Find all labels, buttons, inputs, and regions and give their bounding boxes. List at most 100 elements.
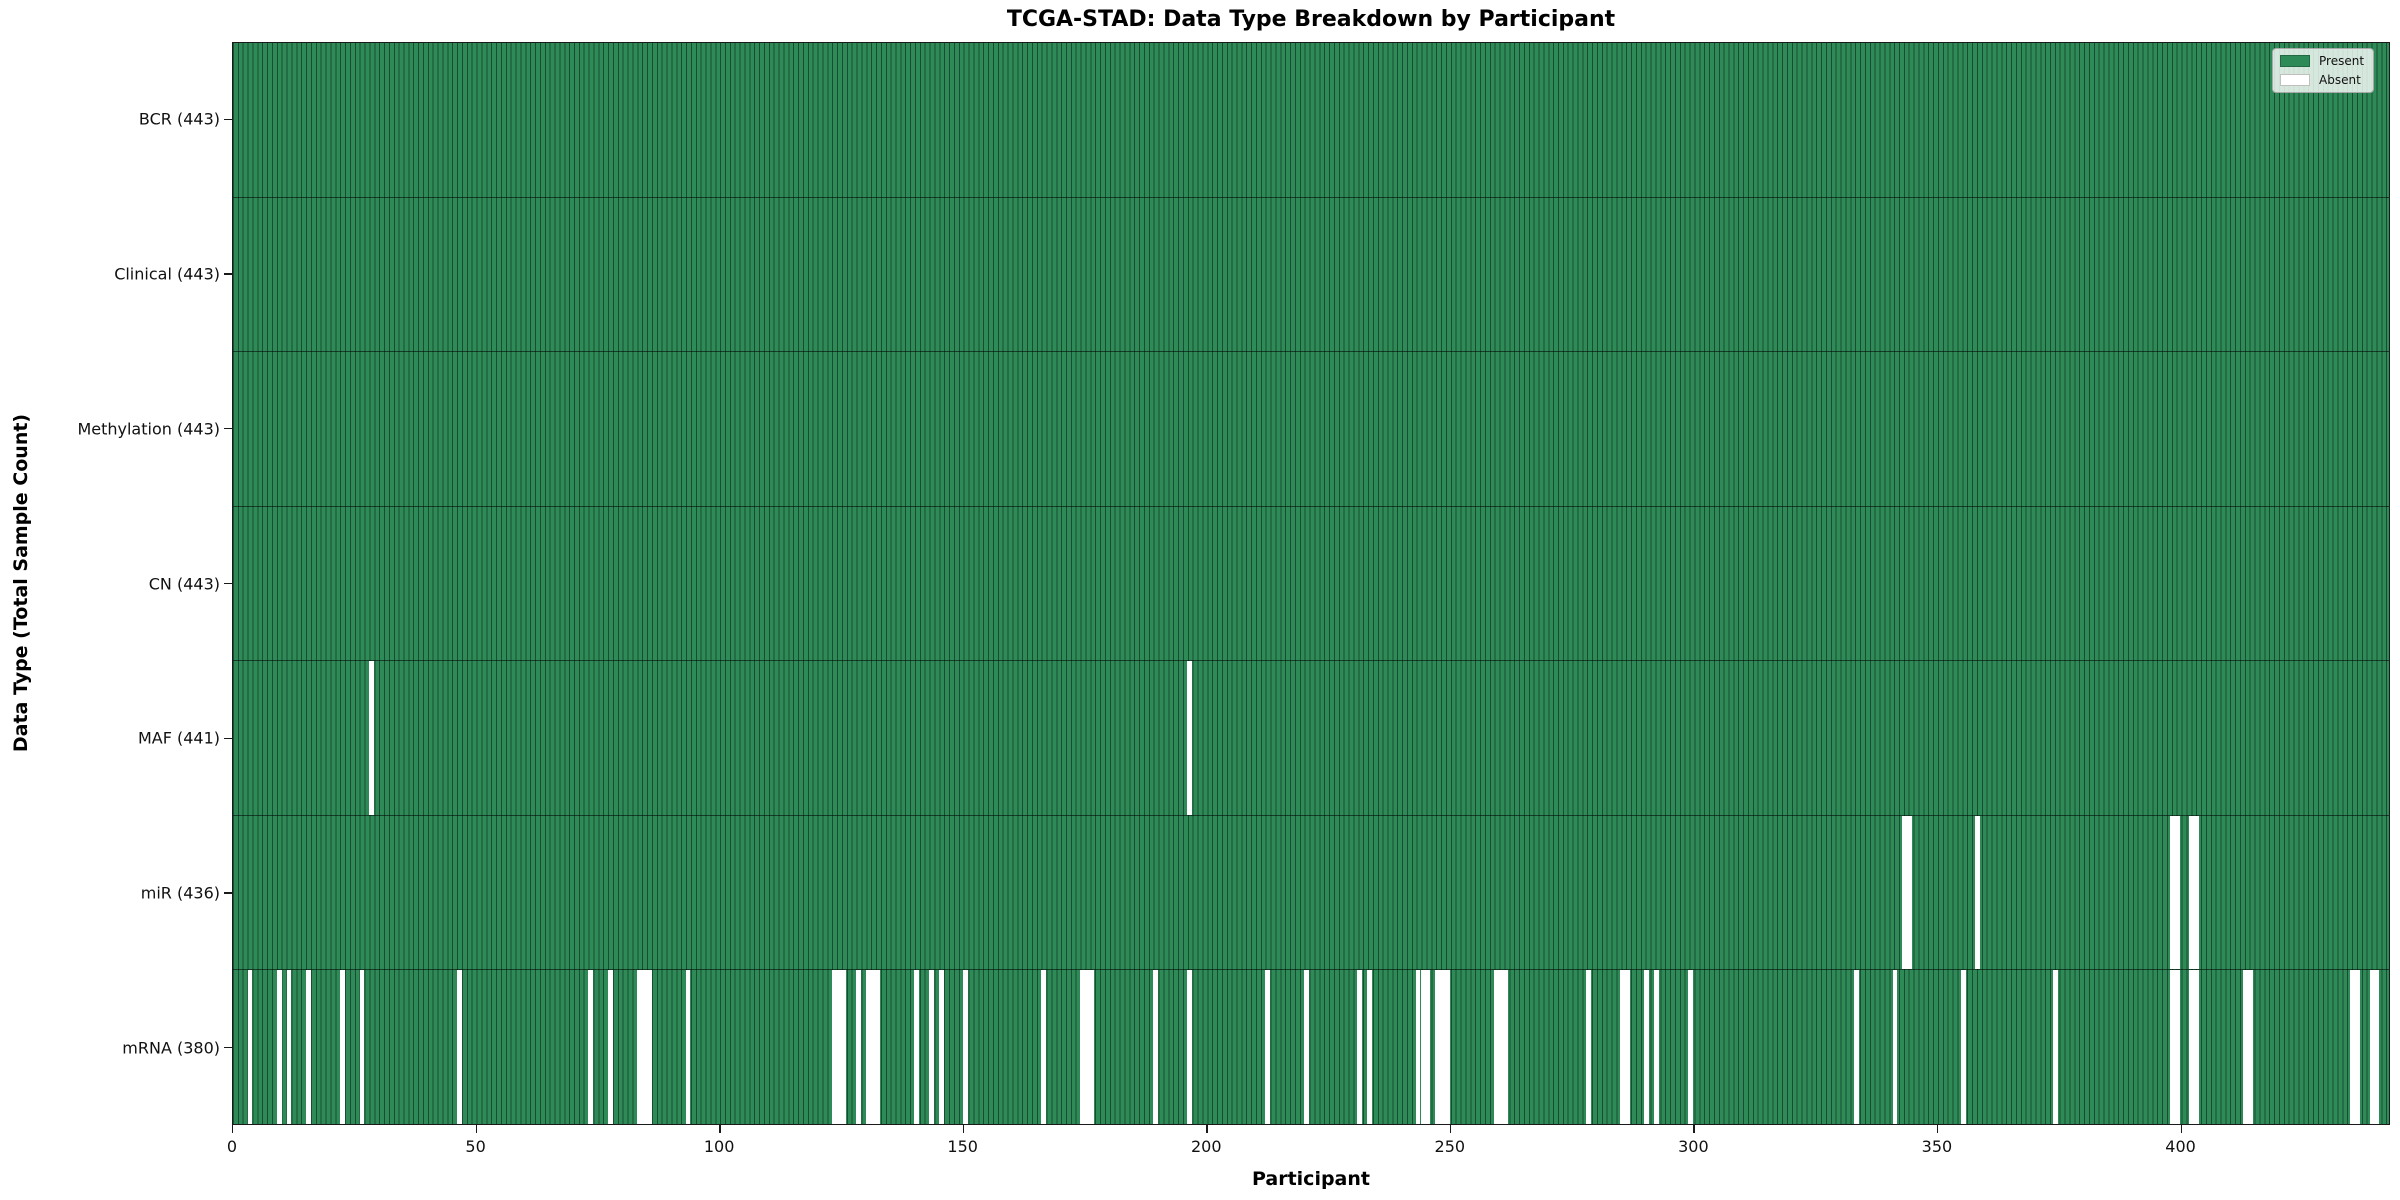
absent-bar — [2354, 970, 2360, 1125]
absent-bar — [1040, 970, 1046, 1125]
absent-bar — [1425, 970, 1431, 1125]
absent-bar — [2174, 970, 2180, 1125]
absent-bar — [2247, 970, 2253, 1125]
absent-bar — [836, 970, 842, 1125]
legend-absent-swatch — [2280, 74, 2310, 86]
absent-bar — [1186, 970, 1192, 1125]
absent-bar — [1079, 970, 1085, 1125]
row-Methylation — [233, 351, 2389, 506]
absent-bar — [456, 970, 462, 1125]
row-CN — [233, 505, 2389, 661]
absent-bar — [306, 970, 311, 1125]
absent-bar — [1186, 661, 1192, 815]
absent-bar — [1089, 970, 1095, 1125]
absent-bar — [938, 970, 944, 1125]
y-tick-mark — [224, 428, 232, 430]
y-tick-mark — [224, 118, 232, 121]
absent-bar — [1644, 970, 1650, 1125]
y-tick-mark — [224, 737, 232, 739]
absent-bar — [286, 970, 292, 1125]
absent-bar — [2194, 970, 2200, 1125]
xtick-label-0: 0 — [226, 1137, 238, 1156]
ytick-label-mRNA: mRNA (380) — [122, 1038, 220, 1058]
chart-title: TCGA-STAD: Data Type Breakdown by Partic… — [1006, 7, 1616, 32]
absent-bar — [1624, 970, 1630, 1125]
y-tick-mark — [224, 273, 232, 275]
xtick-label-250: 250 — [1434, 1137, 1466, 1156]
y-tick-mark — [224, 892, 232, 894]
absent-bar — [1415, 970, 1421, 1125]
absent-bar — [831, 970, 837, 1125]
absent-bar — [1357, 970, 1363, 1125]
absent-bar — [928, 970, 934, 1125]
absent-bar — [2174, 815, 2180, 970]
xtick-label-100: 100 — [703, 1137, 735, 1156]
row-mRNA — [233, 969, 2389, 1125]
absent-bar — [340, 970, 345, 1125]
absent-bar — [870, 970, 876, 1125]
absent-bar — [1084, 970, 1090, 1125]
x-tick-mark — [1206, 1125, 1208, 1133]
absent-bar — [1303, 970, 1309, 1125]
absent-bar — [2350, 970, 2355, 1125]
absent-bar — [2053, 970, 2059, 1125]
absent-bar — [1907, 815, 1913, 970]
absent-bar — [1152, 970, 1158, 1125]
absent-bar — [359, 970, 365, 1125]
absent-bar — [2374, 970, 2380, 1125]
absent-bar — [1503, 970, 1509, 1125]
absent-bar — [685, 970, 691, 1125]
absent-bar — [2242, 970, 2248, 1125]
absent-bar — [2169, 815, 2175, 970]
x-tick-mark — [962, 1125, 965, 1133]
absent-bar — [1366, 970, 1372, 1125]
xtick-label-200: 200 — [1190, 1137, 1222, 1156]
absent-bar — [1853, 970, 1859, 1125]
row-MAF — [233, 660, 2389, 815]
absent-bar — [1902, 815, 1908, 970]
legend-present-swatch — [2280, 55, 2310, 67]
ytick-label-miR: miR (436) — [140, 883, 220, 903]
absent-bar — [588, 970, 594, 1125]
absent-bar — [1420, 970, 1426, 1125]
legend-absent-label: Absent — [2319, 73, 2361, 87]
x-tick-mark — [475, 1125, 477, 1133]
absent-bar — [276, 970, 282, 1125]
xtick-label-50: 50 — [465, 1137, 486, 1156]
absent-bar — [2189, 970, 2195, 1125]
ytick-label-Clinical: Clinical (443) — [114, 264, 220, 284]
absent-bar — [914, 970, 920, 1125]
xtick-label-150: 150 — [947, 1137, 978, 1156]
x-tick-mark — [232, 1125, 234, 1133]
absent-bar — [1444, 970, 1450, 1125]
ytick-label-BCR: BCR (443) — [138, 109, 220, 129]
absent-bar — [1620, 970, 1625, 1125]
x-tick-mark — [1936, 1125, 1939, 1133]
row-BCR — [233, 43, 2389, 197]
absent-bar — [2169, 970, 2175, 1125]
absent-bar — [1498, 970, 1504, 1125]
absent-bar — [2189, 815, 2195, 970]
absent-bar — [1585, 970, 1591, 1125]
y-tick-mark — [224, 582, 232, 585]
x-tick-mark — [719, 1125, 721, 1133]
x-tick-mark — [1449, 1125, 1452, 1133]
absent-bar — [1439, 970, 1445, 1125]
legend-entry-present: Present — [2280, 54, 2364, 68]
xtick-label-350: 350 — [1921, 1137, 1953, 1156]
absent-bar — [1493, 970, 1499, 1125]
absent-bar — [1435, 970, 1440, 1125]
ytick-label-Methylation: Methylation (443) — [77, 419, 220, 439]
absent-bar — [1892, 970, 1898, 1125]
absent-bar — [1654, 970, 1659, 1125]
absent-bar — [2194, 815, 2200, 970]
absent-bar — [636, 970, 642, 1125]
row-miR — [233, 814, 2389, 970]
row-Clinical — [233, 196, 2389, 352]
absent-bar — [841, 970, 847, 1125]
absent-bar — [1960, 970, 1966, 1125]
absent-bar — [247, 970, 253, 1125]
absent-bar — [1975, 815, 1981, 970]
absent-bar — [1688, 970, 1694, 1125]
absent-bar — [1264, 970, 1270, 1125]
